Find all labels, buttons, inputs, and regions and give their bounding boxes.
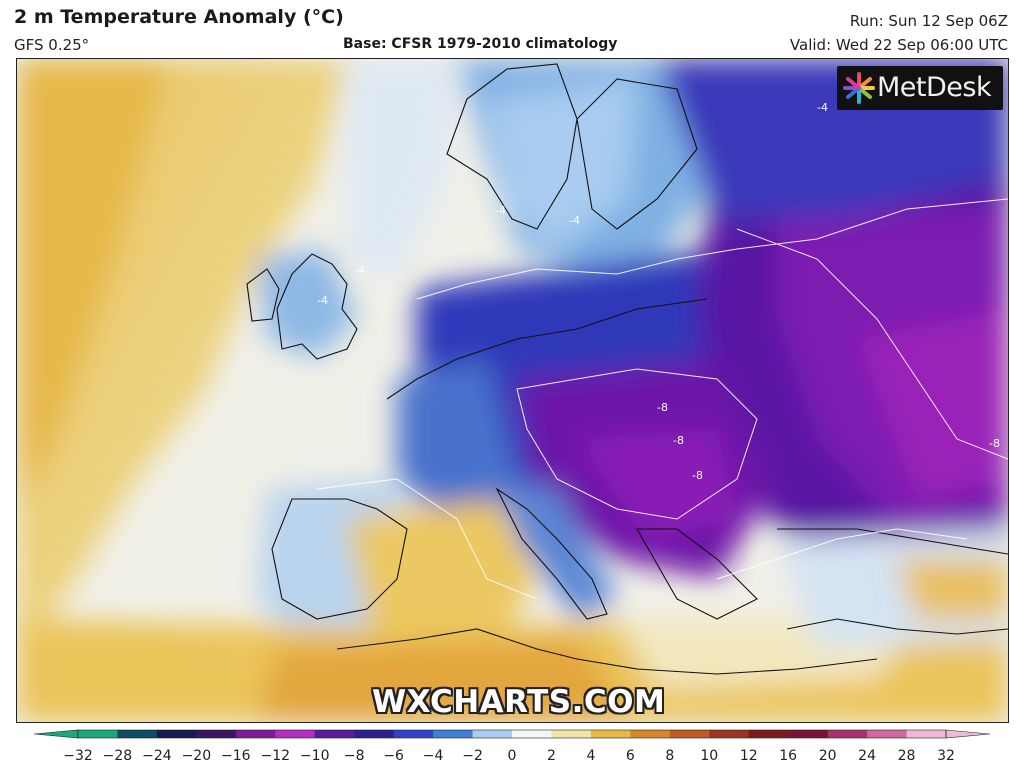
colorbar-tick-label: 28 — [898, 748, 916, 764]
colorbar-ticks: −32 −28 −24 −20 −16 −12 −10 −8 −6 −4 −2 0 2 4 6 8 10 12 16… — [63, 748, 955, 764]
colorbar-segment — [512, 730, 552, 738]
colorbar-tick-label: −20 — [182, 748, 212, 764]
colorbar-segment — [551, 730, 592, 738]
contours — [316, 198, 1008, 600]
colorbar-segment — [117, 730, 158, 738]
coastlines — [246, 63, 1008, 675]
colorbar-segment — [630, 730, 671, 738]
wxcharts-watermark: WXCHARTS.COM — [372, 684, 666, 720]
metdesk-logo: MetDesk — [837, 66, 1003, 110]
colorbar-segment — [669, 730, 710, 738]
colorbar-tick-label: 2 — [547, 748, 556, 764]
chart-title: 2 m Temperature Anomaly (°C) — [14, 6, 344, 28]
colorbar-segment — [78, 730, 118, 738]
colorbar-border — [77, 729, 947, 739]
colorbar: −32 −28 −24 −20 −16 −12 −10 −8 −6 −4 −2 0 2 4 6 8 10 12 16… — [33, 729, 991, 764]
model-label: GFS 0.25° — [14, 36, 90, 54]
colorbar-segment — [906, 730, 947, 738]
run-time-label: Run: Sun 12 Sep 06Z — [849, 12, 1008, 30]
colorbar-segment — [433, 730, 474, 738]
colorbar-tick-label: 0 — [508, 748, 517, 764]
colorbar-tick-label: 32 — [937, 748, 955, 764]
colorbar-segment — [788, 730, 829, 738]
colorbar-segment — [590, 730, 631, 738]
colorbar-segment — [354, 730, 395, 738]
contour-labels: -4 -4 -4 -4 -4 -8 -8 -8 -8 — [317, 101, 1000, 482]
colorbar-segment — [472, 730, 513, 738]
colorbar-tick-label: −8 — [344, 748, 365, 764]
colorbar-segment — [709, 730, 750, 738]
colorbar-tick-label: −4 — [423, 748, 444, 764]
colorbar-tick-label: 24 — [858, 748, 876, 764]
contour-label: -8 — [692, 469, 703, 482]
colorbar-min-arrow — [33, 729, 79, 739]
colorbar-segment — [867, 730, 908, 738]
contour-label: -4 — [495, 204, 506, 217]
colorbar-tick-label: −16 — [221, 748, 251, 764]
climatology-base-label: Base: CFSR 1979-2010 climatology — [343, 36, 618, 52]
colorbar-segment — [196, 730, 237, 738]
contour-label: -8 — [673, 434, 684, 447]
colorbar-segment — [314, 730, 355, 738]
contour-label: -4 — [569, 214, 580, 227]
colorbar-tick-label: 4 — [586, 748, 595, 764]
colorbar-segment — [235, 730, 276, 738]
map-canvas: -4 -4 -4 -4 -4 -8 -8 -8 -8 — [17, 59, 1008, 722]
colorbar-segment — [156, 730, 197, 738]
anomaly-map: -4 -4 -4 -4 -4 -8 -8 -8 -8 — [16, 58, 1009, 723]
colorbar-segments — [33, 729, 991, 739]
colorbar-tick-label: −2 — [462, 748, 483, 764]
colorbar-max-arrow — [945, 729, 991, 739]
contour-label: -4 — [317, 294, 328, 307]
colorbar-tick-label: −32 — [63, 748, 93, 764]
colorbar-tick-label: 8 — [665, 748, 674, 764]
colorbar-segment — [393, 730, 434, 738]
colorbar-segment — [275, 730, 316, 738]
anomaly-field — [17, 59, 1008, 722]
contour-label: -8 — [657, 401, 668, 414]
contour-label: -4 — [817, 101, 828, 114]
logo-text: MetDesk — [877, 72, 992, 103]
colorbar-tick-label: 12 — [740, 748, 758, 764]
asterisk-logo-icon — [843, 72, 875, 104]
colorbar-tick-label: 20 — [819, 748, 837, 764]
colorbar-segment — [748, 730, 789, 738]
colorbar-tick-label: 16 — [779, 748, 797, 764]
colorbar-tick-label: −12 — [260, 748, 290, 764]
valid-time-label: Valid: Wed 22 Sep 06:00 UTC — [789, 36, 1008, 54]
colorbar-tick-label: 6 — [626, 748, 635, 764]
contour-label: -4 — [354, 264, 365, 277]
colorbar-tick-label: −24 — [142, 748, 172, 764]
colorbar-tick-label: −28 — [103, 748, 133, 764]
colorbar-tick-label: −6 — [383, 748, 404, 764]
contour-label: -8 — [989, 437, 1000, 450]
colorbar-tick-label: 10 — [700, 748, 718, 764]
colorbar-tick-label: −10 — [300, 748, 330, 764]
colorbar-segment — [827, 730, 868, 738]
